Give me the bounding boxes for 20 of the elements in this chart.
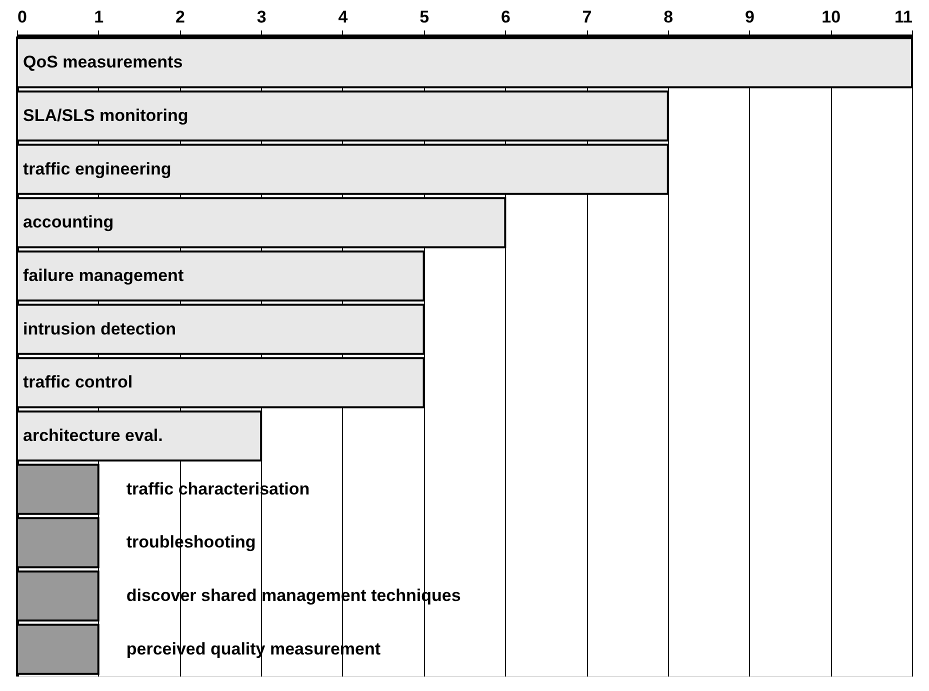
y-tick-label: traffic engineering [23, 159, 172, 178]
x-tick-label: 3 [256, 8, 266, 26]
y-tick-label: traffic control [23, 372, 133, 392]
x-tick-label: 0 [18, 8, 27, 26]
x-tick-label: 5 [420, 8, 430, 26]
x-tick-label: 8 [664, 8, 674, 26]
y-tick-label: intrusion detection [23, 319, 176, 338]
x-tick-label: 1 [94, 8, 104, 26]
y-tick-label: SLA/SLS monitoring [23, 106, 188, 125]
x-tick-label: 7 [582, 8, 592, 26]
x-tick-label: 10 [822, 8, 841, 26]
x-tick-label: 6 [500, 8, 510, 26]
x-tick-label: 4 [338, 8, 348, 26]
x-tick-label: 2 [175, 8, 185, 26]
y-tick-label: QoS measurements [23, 52, 183, 72]
y-tick-label: architecture eval. [23, 426, 163, 445]
y-tick-label: accounting [23, 212, 114, 232]
y-tick-label: failure management [23, 266, 184, 285]
x-tick-label: 9 [745, 8, 755, 26]
x-tick-label: 11 [894, 8, 912, 26]
